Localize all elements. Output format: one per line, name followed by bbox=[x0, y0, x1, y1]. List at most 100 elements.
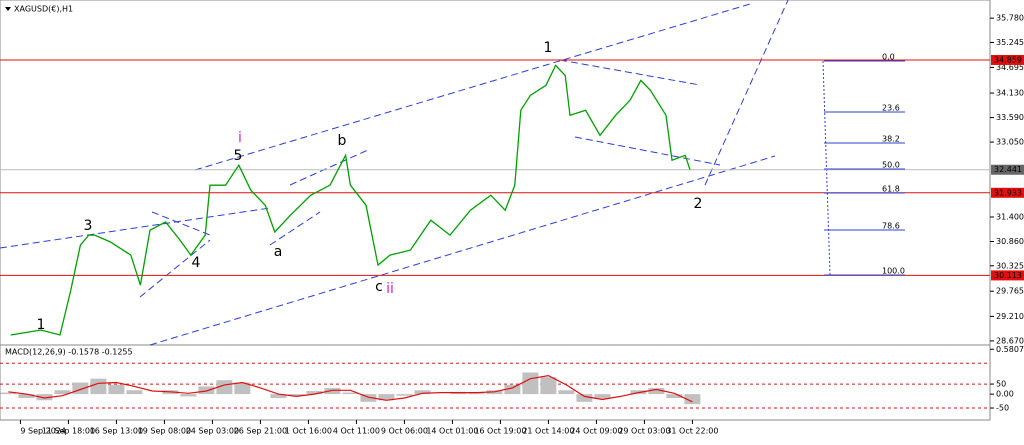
x-tick-label: 24 Sep 03:00 bbox=[186, 427, 239, 436]
trendline bbox=[559, 59, 701, 86]
macd-bar bbox=[540, 377, 557, 395]
y-tick-label: 33.050 bbox=[996, 138, 1024, 147]
macd-bar bbox=[684, 394, 701, 405]
x-tick-label: 16 Oct 19:00 bbox=[474, 427, 526, 436]
macd-bar bbox=[360, 394, 377, 402]
macd-bar bbox=[324, 387, 341, 395]
y-tick-label: 35.780 bbox=[996, 14, 1024, 23]
x-tick-label: 16 Sep 13:00 bbox=[90, 427, 143, 436]
trendline bbox=[289, 149, 369, 186]
macd-bar bbox=[504, 384, 521, 395]
y-tick-label: 50 bbox=[996, 380, 1006, 389]
y-tick-label: 0.00 bbox=[996, 390, 1014, 399]
macd-bar bbox=[72, 382, 89, 395]
y-tick-label: 0.5807 bbox=[996, 345, 1024, 354]
x-tick-label: 4 Oct 11:00 bbox=[333, 427, 380, 436]
macd-bar bbox=[234, 382, 251, 395]
macd-bar bbox=[216, 380, 233, 395]
current-label: 32.441 bbox=[994, 165, 1022, 174]
symbol-label: XAGUSD(€),H1 bbox=[14, 5, 73, 14]
trendline bbox=[149, 155, 776, 346]
x-tick-label: 1 Oct 16:00 bbox=[285, 427, 332, 436]
y-tick-label: 28.670 bbox=[996, 336, 1024, 345]
wave-label: 1 bbox=[37, 317, 46, 333]
trendline bbox=[194, 3, 751, 171]
x-tick-label: 31 Oct 22:00 bbox=[666, 427, 718, 436]
macd-bar bbox=[270, 394, 287, 398]
wave-label: 2 bbox=[694, 196, 703, 212]
trendline bbox=[269, 211, 321, 246]
macd-bar bbox=[126, 390, 143, 395]
macd-bar bbox=[378, 394, 395, 401]
macd-bar bbox=[180, 394, 197, 397]
macd-bar bbox=[396, 394, 413, 396]
macd-bar bbox=[594, 394, 611, 399]
macd-bar bbox=[522, 372, 539, 395]
macd-bar bbox=[666, 394, 683, 398]
x-tick-label: 11 Sep 18:00 bbox=[42, 427, 95, 436]
macd-bar bbox=[288, 394, 305, 396]
wave-label: i bbox=[238, 130, 242, 146]
y-tick-label: 30.325 bbox=[996, 261, 1024, 270]
y-tick-label: 34.130 bbox=[996, 89, 1024, 98]
macd-bar bbox=[342, 392, 359, 395]
wave-label: 4 bbox=[192, 255, 201, 271]
level-label: 30.113 bbox=[994, 271, 1022, 280]
y-tick-label: 29.765 bbox=[996, 287, 1024, 296]
macd-bar bbox=[36, 394, 53, 401]
wave-label: b bbox=[338, 133, 347, 149]
fib-label: 78.6 bbox=[882, 222, 900, 231]
trendline bbox=[574, 136, 721, 166]
macd-bar bbox=[198, 386, 215, 395]
wave-label: 3 bbox=[84, 218, 93, 234]
macd-bar bbox=[18, 394, 35, 398]
price-line bbox=[10, 64, 691, 336]
wave-label: a bbox=[274, 244, 283, 260]
macd-title: MACD(12,26,9) -0.1578 -0.1255 bbox=[5, 348, 133, 357]
level-box bbox=[991, 54, 1024, 65]
y-tick-label: 31.400 bbox=[996, 212, 1024, 221]
y-tick-label: 34.695 bbox=[996, 63, 1024, 72]
y-tick-label: 33.590 bbox=[996, 113, 1024, 122]
macd-bar bbox=[648, 387, 665, 395]
macd-bar bbox=[558, 390, 575, 395]
x-tick-label: 14 Oct 01:00 bbox=[426, 427, 478, 436]
fib-label: 61.8 bbox=[882, 185, 900, 194]
x-tick-label: 21 Oct 14:00 bbox=[522, 427, 574, 436]
plot-frame bbox=[0, 0, 991, 421]
x-tick-label: 19 Sep 08:00 bbox=[138, 427, 191, 436]
trendline bbox=[139, 239, 211, 298]
signal-line bbox=[8, 374, 693, 403]
x-tick-label: 29 Oct 03:00 bbox=[618, 427, 670, 436]
level-box bbox=[991, 187, 1024, 198]
y-tick-label: 30.860 bbox=[996, 237, 1024, 246]
wave-label: 1 bbox=[544, 40, 553, 56]
wave-label: 5 bbox=[234, 148, 243, 164]
x-tick-label: 26 Sep 21:00 bbox=[234, 427, 287, 436]
trendlines bbox=[0, 0, 831, 346]
y-tick-label: 35.245 bbox=[996, 38, 1024, 47]
trendline bbox=[704, 0, 789, 186]
level-label: 31.933 bbox=[994, 188, 1022, 197]
y-tick-label: -50 bbox=[996, 404, 1009, 413]
macd-bar bbox=[306, 391, 323, 395]
menu-arrow bbox=[5, 7, 11, 11]
x-tick-label: 9 Sep 2024 bbox=[20, 427, 66, 436]
trendline bbox=[0, 207, 271, 249]
fib-label: 100.0 bbox=[882, 267, 905, 276]
macd-bar bbox=[576, 394, 593, 402]
y-tick-label: 29.210 bbox=[996, 312, 1024, 321]
fib-label: 23.6 bbox=[882, 104, 900, 113]
current-box bbox=[991, 164, 1024, 175]
x-tick-label: 24 Oct 09:00 bbox=[570, 427, 622, 436]
macd-bar bbox=[0, 392, 17, 395]
macd-bar bbox=[414, 390, 431, 395]
fib-label: 38.2 bbox=[882, 135, 900, 144]
x-tick-label: 9 Oct 06:00 bbox=[381, 427, 428, 436]
wave-label: c bbox=[375, 279, 383, 295]
fib-label: 50.0 bbox=[882, 161, 900, 170]
wave-label: ii bbox=[386, 281, 394, 297]
macd-bar bbox=[54, 390, 71, 395]
level-box bbox=[991, 270, 1024, 281]
